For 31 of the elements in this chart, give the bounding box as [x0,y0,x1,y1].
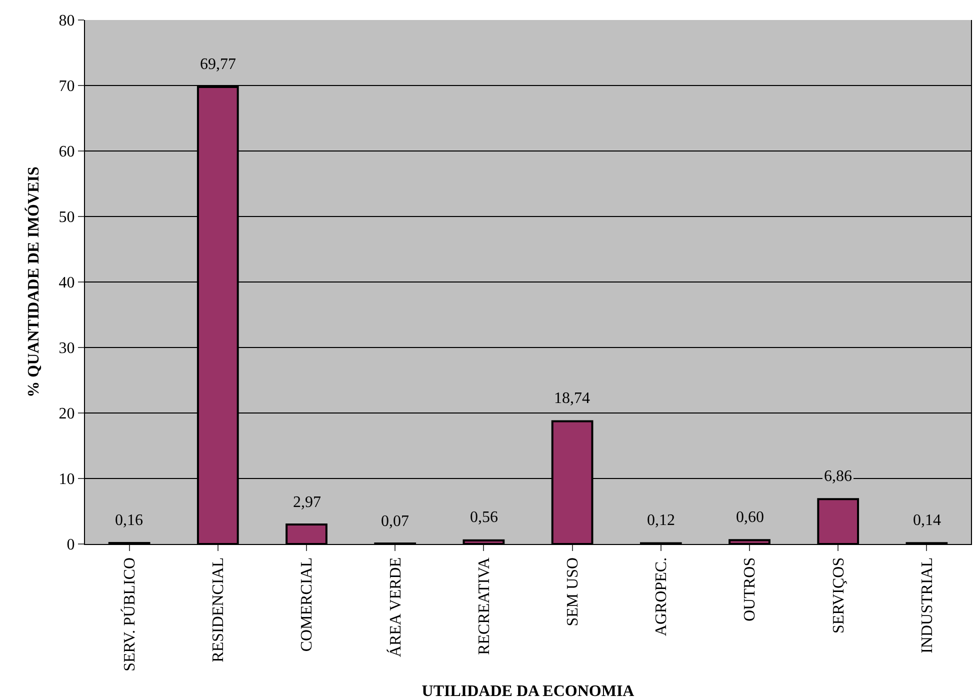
x-tick-label: RECREATIVA [476,556,493,655]
x-tick-label: SEM USO [564,557,582,626]
x-tick-label: AGROPEC. [653,557,670,636]
y-tick-label: 0 [66,536,75,554]
data-label: 0,07 [381,513,409,530]
data-label: 0,14 [913,512,941,529]
x-tick-label: ÁREA VERDE [386,557,404,658]
y-tick-label: 70 [58,78,75,96]
y-tick-label: 40 [58,274,75,292]
x-tick-label: SERV. PÚBLICO [120,557,138,672]
y-tick-label: 20 [58,406,75,423]
data-label: 2,97 [293,494,321,511]
data-label: 0,60 [736,509,764,526]
x-tick-label: RESIDENCIAL [210,557,228,662]
y-tick-label: 60 [58,144,75,161]
x-axis-title: UTILIDADE DA ECONOMIA [422,683,635,700]
x-tick-label: INDUSTRIAL [918,557,936,654]
y-tick-label: 50 [58,209,75,226]
y-tick-label: 30 [58,340,75,358]
data-label: 6,86 [824,468,852,485]
data-label: 0,12 [647,512,675,529]
data-label: 0,16 [115,512,143,529]
x-tick-label: OUTROS [742,557,759,622]
x-tick-label: SERVIÇOS [830,557,848,634]
y-tick-label: 10 [58,471,75,488]
x-tick-label: COMERCIAL [298,557,316,652]
y-axis-title: % QUANTIDADE DE IMÓVEIS [24,166,43,398]
data-label: 18,74 [554,390,590,407]
y-tick-label: 80 [58,12,75,30]
data-label: 69,77 [200,56,236,73]
data-label: 0,56 [470,509,498,526]
